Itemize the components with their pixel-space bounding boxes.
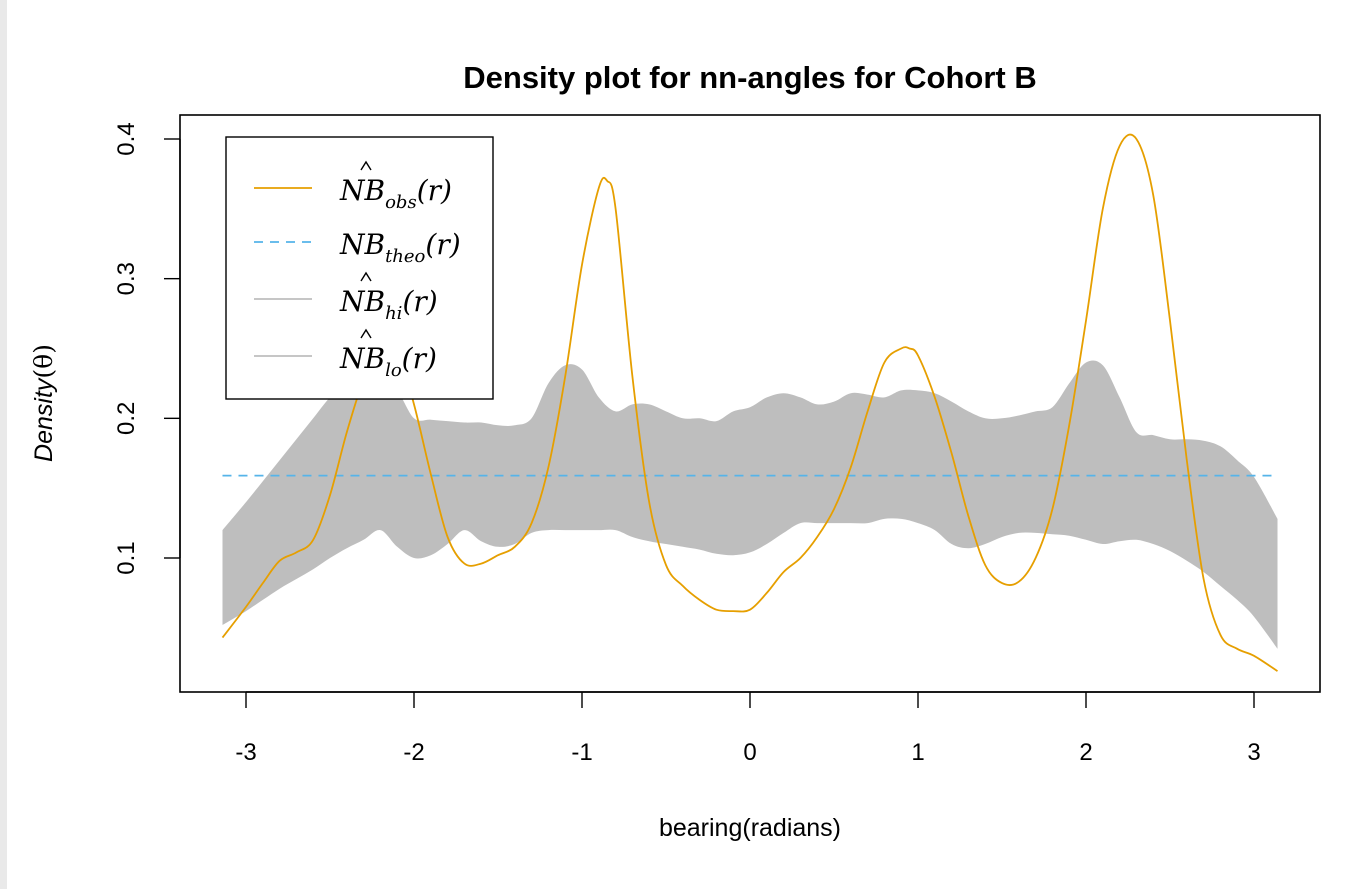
y-tick-label: 0.4 — [113, 122, 140, 155]
chart-title: Density plot for nn-angles for Cohort B — [463, 60, 1037, 95]
hat-accent — [360, 271, 372, 282]
y-tick-label: 0.2 — [113, 402, 140, 435]
observed-layer — [221, 133, 1278, 672]
legend-item: NBtheo(r) — [254, 228, 461, 267]
envelope-band — [222, 360, 1278, 649]
y-tick-label: 0.3 — [113, 262, 140, 295]
hat-accent — [360, 328, 372, 339]
y-axis-label-main: Density — [30, 377, 58, 462]
x-tick-label: 1 — [911, 739, 924, 766]
x-tick-label: 3 — [1247, 739, 1260, 766]
hat-glyph: B — [364, 174, 386, 207]
legend-item: NBlo(r) — [254, 328, 437, 381]
legend-label: NBlo(r) — [339, 342, 437, 381]
x-tick-label: -1 — [571, 739, 592, 766]
hat-glyph: B — [364, 342, 386, 375]
legend: NBobs(r) NBtheo(r) NBhi(r) NBlo(r) — [225, 136, 494, 400]
envelope-layer — [222, 360, 1278, 649]
y-axis-label: Density(θ) — [29, 344, 58, 462]
hat-accent — [360, 160, 372, 171]
x-axis-label: bearing(radians) — [659, 814, 841, 842]
y-axis: 0.1 0.2 0.3 0.4 — [113, 122, 181, 575]
x-tick-label: -3 — [235, 739, 256, 766]
observed-line — [221, 133, 1278, 672]
x-tick-label: 2 — [1079, 739, 1092, 766]
y-tick-label: 0.1 — [113, 541, 140, 574]
legend-label: NBhi(r) — [339, 285, 438, 324]
window-edge — [0, 0, 7, 889]
x-axis: -3 -2 -1 0 1 2 3 — [235, 691, 1261, 766]
hat-glyph: B — [364, 285, 386, 318]
x-tick-label: 0 — [743, 739, 756, 766]
x-tick-label: -2 — [403, 739, 424, 766]
legend-item: NBhi(r) — [254, 271, 438, 324]
legend-label: NBtheo(r) — [339, 228, 461, 267]
y-axis-label-arg: (θ) — [29, 344, 58, 379]
legend-item: NBobs(r) — [254, 160, 452, 213]
legend-label: NBobs(r) — [339, 174, 452, 213]
